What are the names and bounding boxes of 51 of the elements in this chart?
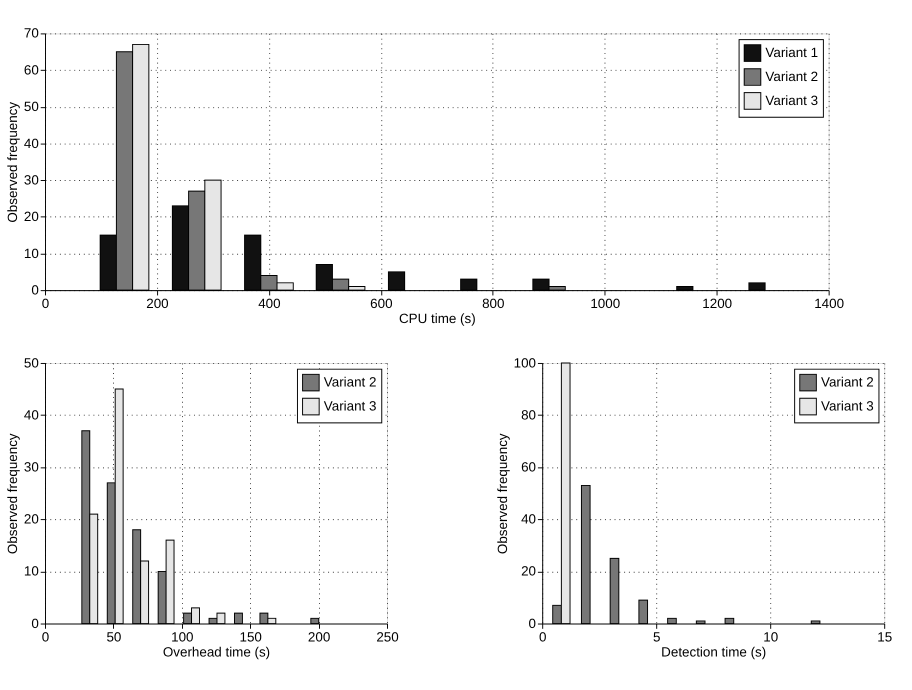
legend-label: Variant 3 xyxy=(765,92,818,108)
y-tick-label: 80 xyxy=(521,407,536,422)
legend-label: Variant 2 xyxy=(765,68,818,84)
y-tick-label: 60 xyxy=(24,62,39,78)
y-tick-label: 40 xyxy=(521,512,536,527)
x-tick-label: 0 xyxy=(42,296,50,311)
x-tick-label: 0 xyxy=(42,629,50,644)
y-tick-label: 0 xyxy=(31,616,39,631)
y-axis-title: Observed frequency xyxy=(494,433,510,554)
x-tick-label: 200 xyxy=(146,296,169,311)
y-tick-label: 0 xyxy=(31,282,39,298)
x-tick-label: 1000 xyxy=(590,296,620,311)
y-tick-label: 30 xyxy=(24,172,39,188)
y-tick-label: 20 xyxy=(24,512,39,527)
x-tick-label: 0 xyxy=(538,629,546,644)
y-tick-label: 20 xyxy=(521,564,536,579)
legend-label: Variant 3 xyxy=(820,398,874,414)
y-tick-label: 20 xyxy=(24,209,39,224)
y-axis-title: Observed frequency xyxy=(5,433,20,554)
x-axis-title: Detection time (s) xyxy=(661,644,766,660)
legend-label: Variant 3 xyxy=(324,398,376,414)
y-tick-label: 0 xyxy=(528,616,536,631)
x-tick-label: 250 xyxy=(376,629,399,644)
y-tick-label: 100 xyxy=(514,355,536,370)
y-tick-label: 40 xyxy=(24,136,39,151)
y-tick-label: 30 xyxy=(24,460,39,475)
y-tick-label: 10 xyxy=(24,246,39,261)
legend-label: Variant 2 xyxy=(820,374,874,390)
legend-label: Variant 1 xyxy=(765,44,818,60)
y-tick-label: 10 xyxy=(24,564,39,579)
y-tick-label: 60 xyxy=(521,460,536,475)
x-tick-label: 150 xyxy=(240,629,262,644)
x-tick-label: 1400 xyxy=(814,296,844,311)
x-tick-label: 200 xyxy=(308,629,330,644)
x-tick-label: 400 xyxy=(258,296,281,311)
x-tick-label: 10 xyxy=(763,629,778,644)
x-tick-label: 1200 xyxy=(702,296,732,311)
x-axis-title: CPU time (s) xyxy=(398,311,476,326)
x-tick-label: 50 xyxy=(106,629,122,644)
y-tick-label: 50 xyxy=(24,355,39,370)
y-tick-label: 40 xyxy=(24,407,39,422)
x-tick-label: 800 xyxy=(482,296,504,311)
x-axis-title: Overhead time (s) xyxy=(162,644,270,660)
legend-label: Variant 2 xyxy=(324,374,376,390)
x-tick-label: 600 xyxy=(370,296,393,311)
y-tick-label: 50 xyxy=(24,99,39,114)
y-tick-label: 70 xyxy=(24,26,39,41)
x-tick-label: 15 xyxy=(877,629,892,644)
y-axis-title: Observed frequency xyxy=(5,102,20,223)
x-tick-label: 5 xyxy=(652,629,660,644)
x-tick-label: 100 xyxy=(171,629,194,644)
